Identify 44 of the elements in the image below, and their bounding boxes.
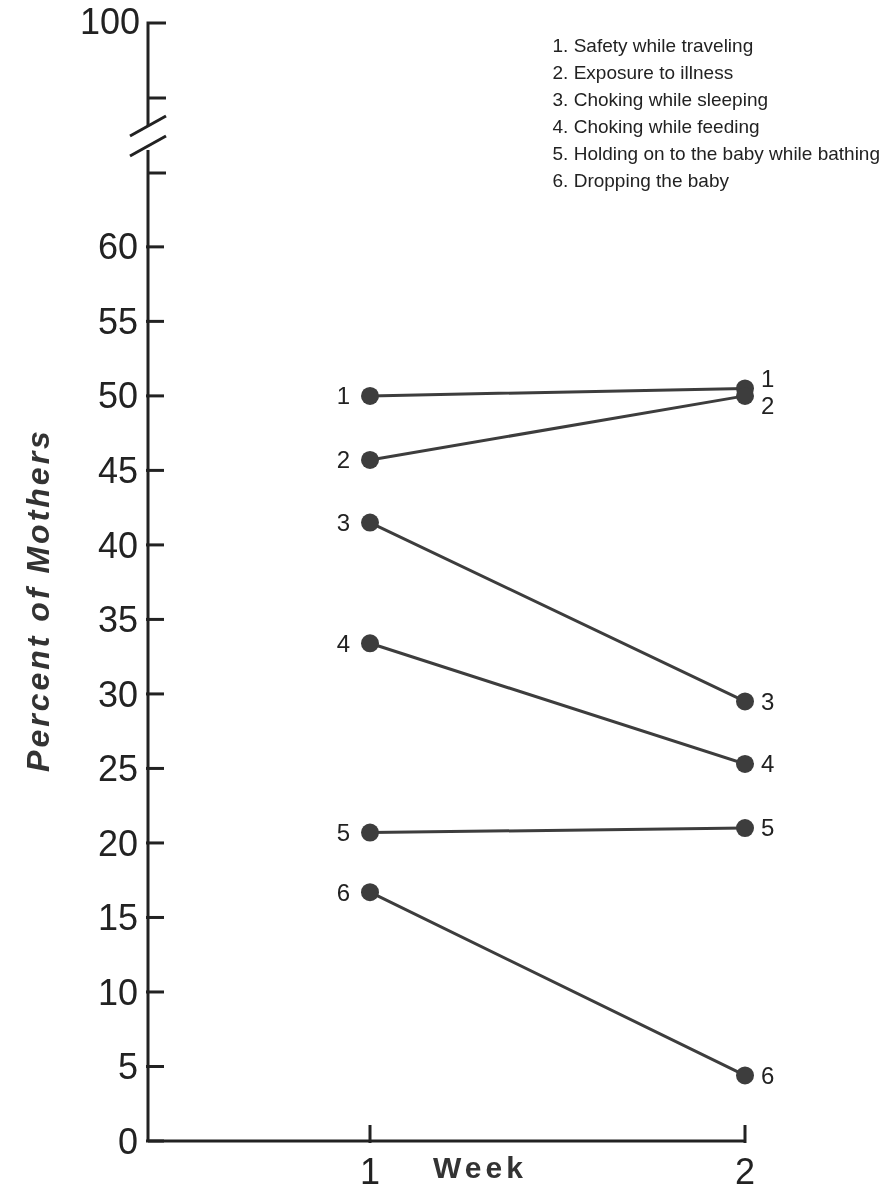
y-tick-label: 60 — [97, 226, 138, 268]
text: 100 — [79, 1, 140, 42]
text: 3 — [336, 508, 350, 536]
point — [361, 883, 379, 902]
series-label: 4 — [761, 750, 775, 778]
y-tick-label: 35 — [97, 599, 138, 641]
y-tick-label: 5 — [117, 1046, 138, 1088]
annotation: 6. Dropping the baby — [552, 169, 730, 193]
point — [361, 823, 379, 842]
text: 2 — [336, 446, 350, 474]
point — [736, 754, 754, 773]
text: 4. Choking while feeding — [552, 115, 761, 139]
series-label: 2 — [761, 392, 775, 420]
series-label: 5 — [761, 814, 775, 842]
series-label: 6 — [761, 1061, 775, 1089]
y-tick-label: 0 — [117, 1120, 138, 1162]
text: 1. Safety while traveling — [552, 34, 755, 58]
text: 6 — [336, 878, 350, 906]
y-tick-label: 10 — [97, 971, 138, 1013]
point — [736, 819, 754, 838]
text: 1 — [336, 382, 350, 410]
y-tick-label: 55 — [97, 300, 138, 342]
series-label: 1 — [761, 364, 775, 392]
y-tick-label: 40 — [97, 524, 138, 566]
point — [361, 386, 379, 405]
y-tick-label: 50 — [97, 375, 138, 417]
y-tick-label: 20 — [97, 822, 138, 864]
text: 2. Exposure to illness — [552, 61, 735, 85]
y-tick-label: 45 — [97, 450, 138, 491]
point — [361, 513, 379, 532]
y-tick-label: 15 — [97, 897, 138, 939]
point — [736, 1066, 754, 1085]
point — [361, 634, 379, 653]
point — [736, 692, 754, 711]
text: 4 — [336, 629, 350, 657]
x-axis-title: Week — [433, 1151, 527, 1185]
text: 5 — [336, 818, 350, 846]
y-tick-label: 25 — [97, 748, 138, 790]
annotation: 5. Holding on to the baby while bathing — [552, 142, 880, 166]
series-label: 3 — [761, 687, 775, 715]
y-tick-label: 30 — [97, 673, 138, 715]
text: 3. Choking while sleeping — [552, 88, 769, 112]
point — [361, 450, 379, 469]
y-axis-title: Percent of Mothers — [19, 428, 57, 772]
